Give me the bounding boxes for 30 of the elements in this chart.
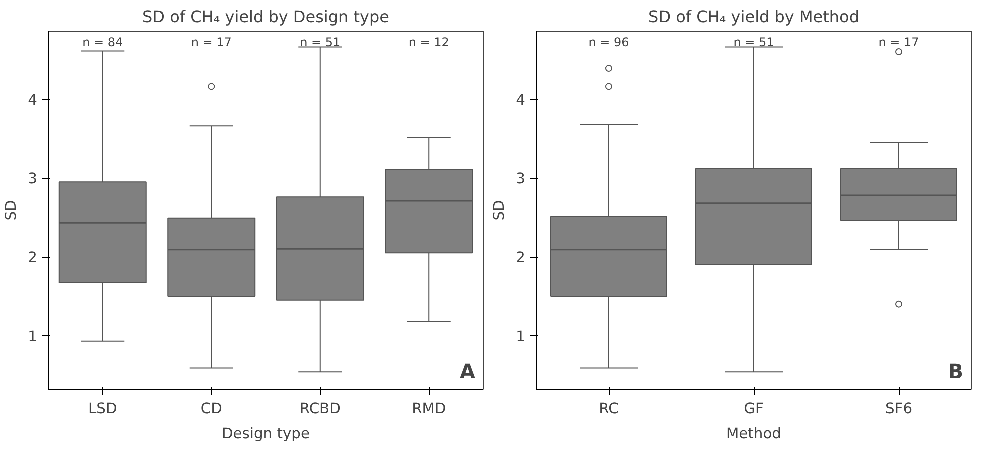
annotation: n = 17 xyxy=(878,36,920,50)
chart-title: SD of CH₄ yield by Method xyxy=(648,8,860,26)
y-tick-label: 1 xyxy=(28,328,38,346)
annotation: n = 12 xyxy=(408,36,450,50)
x-tick-label: GF xyxy=(744,400,764,418)
y-tick-label: 2 xyxy=(516,250,526,267)
x-tick-label: LSD xyxy=(88,400,118,418)
y-axis-title: SD xyxy=(3,200,20,221)
annotation: A xyxy=(460,360,476,384)
x-axis-title: Design type xyxy=(222,426,310,442)
y-tick-label: 4 xyxy=(28,92,38,109)
y-tick-label: 4 xyxy=(516,92,526,109)
x-tick-label: RCBD xyxy=(300,400,341,418)
x-tick-label: SF6 xyxy=(885,400,913,418)
x-tick-label: RMD xyxy=(412,400,446,418)
chart-title: SD of CH₄ yield by Design type xyxy=(142,8,390,26)
x-tick-label: RC xyxy=(599,400,619,418)
y-axis-title: SD xyxy=(491,200,508,221)
y-tick-label: 3 xyxy=(516,170,526,188)
y-tick-label: 3 xyxy=(28,170,38,188)
x-axis-title: Method xyxy=(726,426,782,442)
annotation: n = 51 xyxy=(734,36,774,50)
annotation: n = 51 xyxy=(300,36,341,50)
annotation: B xyxy=(948,360,964,384)
annotation: n = 17 xyxy=(191,36,232,50)
annotation: n = 84 xyxy=(82,36,124,50)
y-tick-label: 1 xyxy=(516,328,526,346)
y-tick-label: 2 xyxy=(28,250,38,267)
annotation: n = 96 xyxy=(588,36,630,50)
x-tick-label: CD xyxy=(200,400,222,418)
